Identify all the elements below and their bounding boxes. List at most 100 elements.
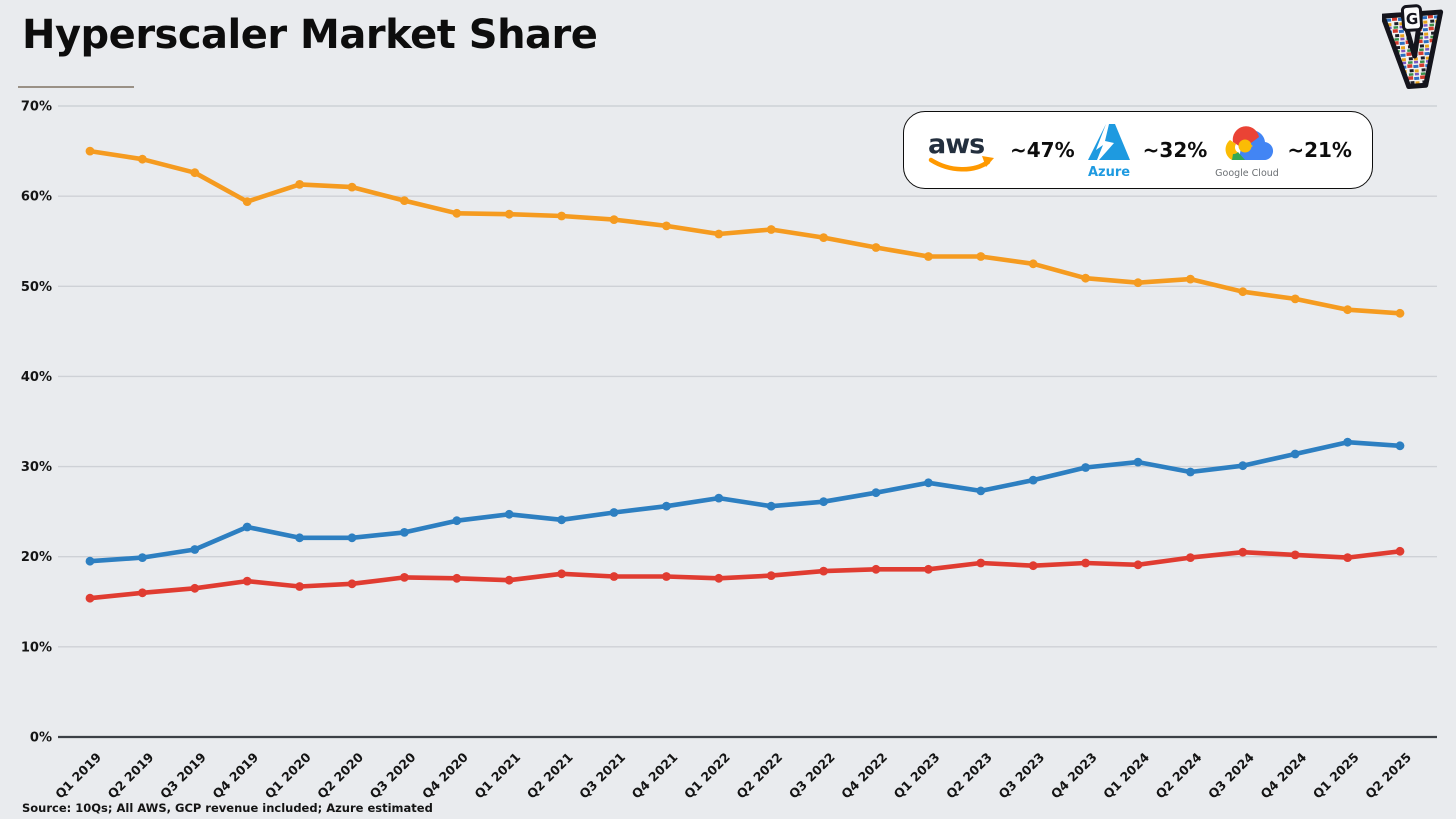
data-point	[190, 583, 200, 593]
data-point	[924, 478, 933, 488]
data-point	[714, 573, 724, 583]
data-point	[242, 522, 252, 532]
x-tick-label: Q4 2023	[1048, 750, 1100, 802]
data-point	[85, 556, 95, 566]
data-point	[1395, 308, 1405, 318]
g-badge-letter: G	[1405, 10, 1419, 29]
data-point	[452, 573, 462, 583]
gcloud-green-arc	[1232, 152, 1246, 160]
google-cloud-logo: Google Cloud	[1216, 126, 1280, 179]
x-tick-label: Q3 2024	[1205, 749, 1257, 801]
page-title: Hyperscaler Market Share	[22, 12, 598, 58]
data-point	[1133, 560, 1143, 570]
data-point	[242, 197, 252, 207]
data-point	[85, 146, 95, 156]
gcloud-share-value: ~21%	[1287, 138, 1352, 162]
y-tick-label: 70%	[21, 100, 52, 115]
x-tick-label: Q4 2024	[1257, 749, 1309, 801]
g-badge	[1400, 4, 1424, 32]
x-tick-label: Q3 2022	[786, 750, 838, 802]
data-point	[766, 571, 776, 580]
publisher-v-logo: G	[1382, 4, 1444, 89]
legend-item-aws: aws ~47%	[924, 123, 1075, 177]
data-point	[1186, 467, 1195, 477]
data-point	[504, 575, 514, 585]
x-tick-label: Q1 2024	[1100, 749, 1152, 801]
data-point	[871, 564, 881, 574]
data-point	[190, 168, 200, 178]
x-tick-label: Q1 2021	[471, 750, 523, 802]
data-point	[1290, 550, 1300, 560]
data-point	[295, 180, 304, 189]
y-tick-label: 20%	[21, 550, 52, 565]
azure-triangle-right	[1098, 124, 1130, 160]
data-point	[557, 515, 566, 525]
data-point	[819, 233, 828, 243]
gcloud-red-arc	[1233, 126, 1260, 146]
data-point	[1290, 294, 1300, 304]
data-point	[347, 579, 357, 589]
data-point	[1186, 553, 1195, 562]
data-point	[347, 182, 357, 192]
data-point	[1290, 449, 1300, 459]
data-point	[138, 588, 147, 598]
x-tick-label: Q4 2020	[419, 749, 471, 801]
data-point	[609, 508, 619, 517]
data-point	[766, 225, 776, 234]
data-point	[1081, 463, 1090, 472]
data-point	[347, 533, 357, 543]
v-letter-group: G	[1382, 4, 1444, 89]
data-point	[871, 243, 881, 252]
data-point	[452, 208, 462, 218]
series-azure	[85, 437, 1405, 566]
x-tick-label: Q1 2022	[681, 750, 733, 802]
data-point	[1238, 461, 1248, 471]
x-tick-label: Q3 2020	[367, 749, 419, 801]
data-point	[1343, 553, 1352, 562]
x-tick-label: Q4 2019	[209, 750, 261, 802]
data-point	[1133, 457, 1143, 467]
gcloud-logo-text: Google Cloud	[1216, 168, 1280, 179]
x-tick-label: Q2 2020	[314, 749, 366, 801]
data-point	[976, 252, 986, 261]
data-point	[609, 572, 619, 581]
x-tick-label: Q2 2025	[1362, 750, 1414, 802]
aws-smile-arrow	[982, 156, 994, 167]
data-point	[85, 593, 95, 603]
data-point	[714, 493, 724, 503]
data-point	[504, 209, 514, 219]
aws-smile-icon	[928, 157, 991, 172]
data-point	[1133, 278, 1143, 288]
data-point	[1395, 546, 1405, 556]
data-point	[1028, 475, 1038, 485]
data-point	[295, 533, 304, 543]
x-tick-label: Q3 2023	[995, 750, 1047, 802]
x-tick-label: Q3 2019	[157, 750, 209, 802]
data-point	[924, 252, 933, 261]
data-point	[242, 576, 252, 586]
data-point	[1028, 561, 1038, 571]
x-tick-label: Q1 2023	[891, 750, 943, 802]
data-point	[557, 569, 566, 579]
data-point	[819, 497, 828, 507]
azure-triangle-left	[1087, 124, 1106, 160]
aws-share-value: ~47%	[1010, 138, 1075, 162]
data-point	[1238, 287, 1248, 297]
data-point	[1028, 259, 1038, 269]
series-line	[87, 439, 1403, 564]
x-tick-label: Q2 2024	[1153, 749, 1205, 801]
data-point	[295, 582, 304, 591]
legend-item-google-cloud: Google Cloud ~21%	[1215, 120, 1352, 180]
y-tick-label: 10%	[21, 640, 52, 655]
data-point	[1395, 441, 1405, 451]
data-point	[504, 509, 514, 519]
series-aws	[85, 146, 1405, 318]
data-point	[871, 488, 881, 498]
data-point	[976, 558, 986, 568]
legend-item-azure: Azure ~32%	[1083, 120, 1207, 180]
aws-logo: aws	[928, 129, 994, 172]
y-tick-label: 50%	[21, 280, 52, 295]
data-point	[662, 501, 671, 511]
